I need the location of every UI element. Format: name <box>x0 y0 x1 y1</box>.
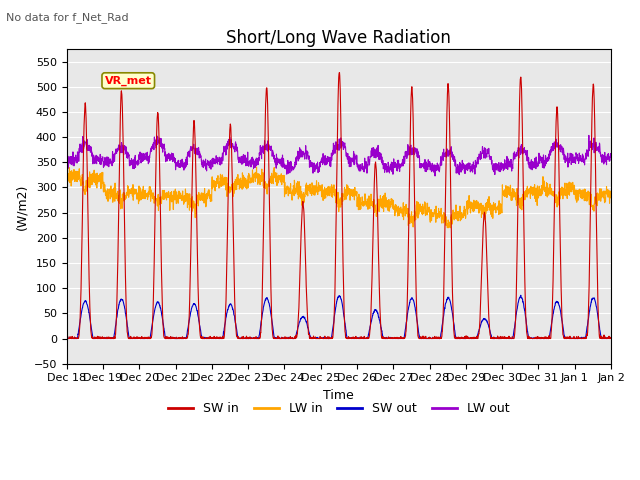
LW out <box>497 160 505 166</box>
LW in <box>214 181 222 187</box>
LW out <box>585 132 593 138</box>
Title: Short/Long Wave Radiation: Short/Long Wave Radiation <box>227 29 451 48</box>
LW in <box>497 204 505 210</box>
LW out <box>559 152 567 158</box>
SW in <box>575 334 582 339</box>
LW in <box>559 189 567 195</box>
SW out <box>607 335 615 341</box>
LW out <box>355 166 362 172</box>
SW in <box>335 70 343 75</box>
Line: LW out: LW out <box>67 135 611 176</box>
SW out <box>575 335 582 341</box>
LW in <box>367 196 374 202</box>
LW in <box>444 225 451 230</box>
LW out <box>431 173 439 179</box>
Line: SW out: SW out <box>67 295 611 338</box>
SW out <box>63 335 70 341</box>
LW in <box>355 204 362 209</box>
SW out <box>367 322 374 328</box>
SW out <box>517 292 525 298</box>
Text: VR_met: VR_met <box>105 75 152 86</box>
SW in <box>214 335 222 341</box>
Line: SW in: SW in <box>67 72 611 338</box>
SW in <box>63 336 70 341</box>
Y-axis label: (W/m2): (W/m2) <box>15 183 28 229</box>
LW in <box>253 164 260 170</box>
SW in <box>367 322 374 327</box>
SW out <box>559 327 567 333</box>
LW out <box>607 154 615 160</box>
Text: No data for f_Net_Rad: No data for f_Net_Rad <box>6 12 129 23</box>
LW in <box>63 173 70 179</box>
Legend: SW in, LW in, SW out, LW out: SW in, LW in, SW out, LW out <box>163 397 515 420</box>
LW out <box>63 161 70 167</box>
LW out <box>214 157 222 163</box>
X-axis label: Time: Time <box>323 389 354 402</box>
SW in <box>355 336 362 341</box>
Line: LW in: LW in <box>67 167 611 228</box>
LW out <box>367 154 374 159</box>
SW out <box>215 336 223 341</box>
LW in <box>575 191 582 197</box>
SW out <box>63 336 71 341</box>
LW in <box>607 188 615 194</box>
SW in <box>607 335 615 340</box>
LW out <box>575 155 582 161</box>
SW out <box>355 335 362 341</box>
SW in <box>559 332 567 338</box>
SW in <box>497 334 505 340</box>
SW out <box>497 336 505 341</box>
